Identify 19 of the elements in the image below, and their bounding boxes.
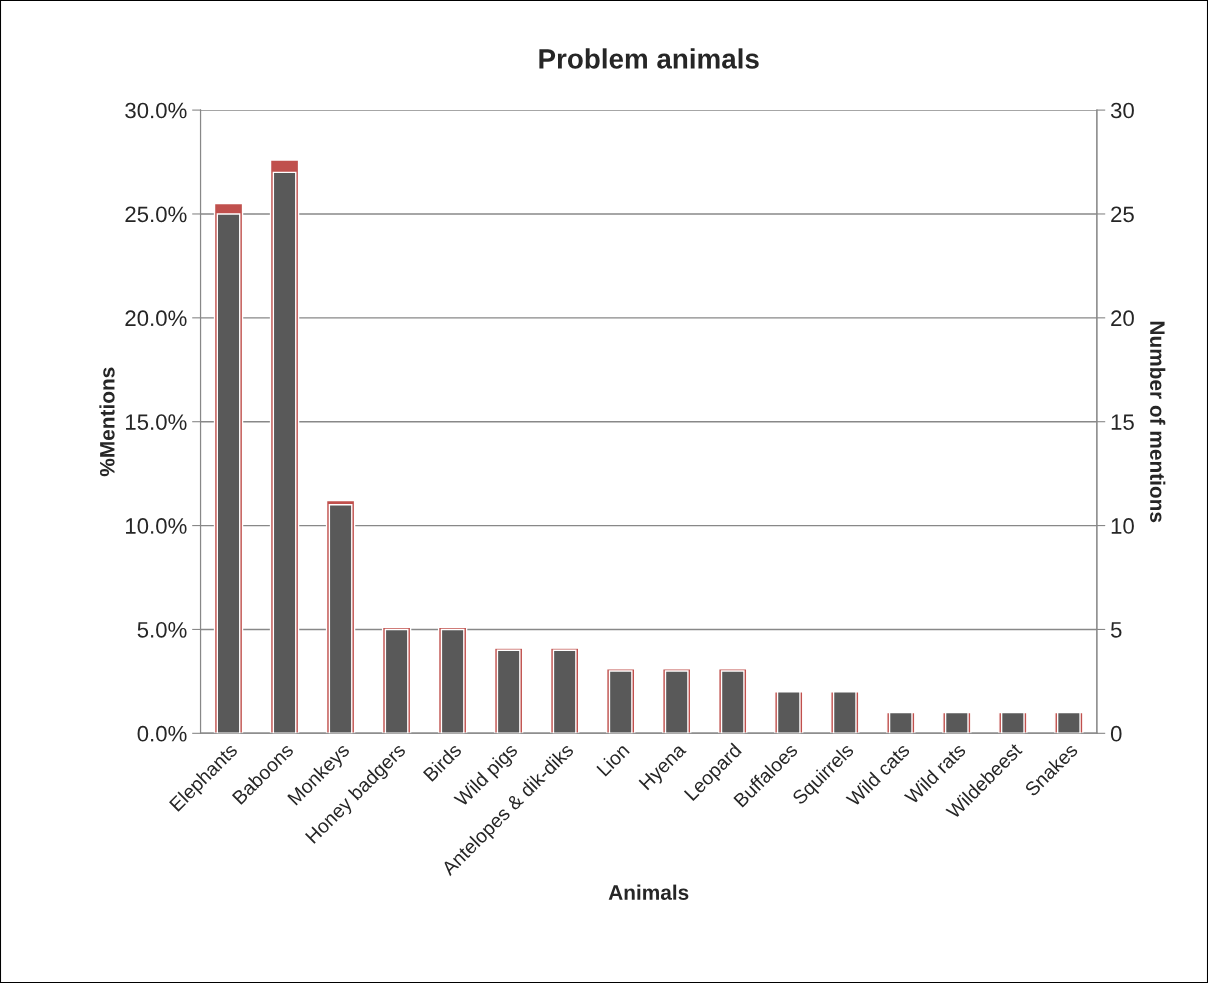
y2-axis-title: Number of mentions <box>1150 321 1166 523</box>
chart-title: Problem animals <box>539 48 759 69</box>
y2-tick-label: 0 <box>1110 725 1122 742</box>
x-axis-title: Animals <box>608 884 689 900</box>
y2-tick-label: 15 <box>1111 414 1134 430</box>
y2-tick-label: 30 <box>1110 102 1134 119</box>
y-tick-label: 15.0% <box>126 414 187 430</box>
y-tick-label: 0.0% <box>137 725 187 742</box>
y-tick-label: 30.0% <box>125 102 187 119</box>
y-axis-title: %Mentions <box>99 367 115 477</box>
y2-tick-label: 20 <box>1111 310 1134 327</box>
y-tick-label: 5.0% <box>137 621 187 638</box>
y2-tick-label: 10 <box>1111 518 1134 534</box>
y-tick-label: 20.0% <box>125 310 187 327</box>
x-tick-label: Lion <box>595 742 630 777</box>
y2-tick-label: 25 <box>1111 206 1134 223</box>
y-tick-label: 10.0% <box>126 518 187 534</box>
y-tick-label: 25.0% <box>125 206 187 223</box>
y2-tick-label: 5 <box>1110 622 1122 638</box>
